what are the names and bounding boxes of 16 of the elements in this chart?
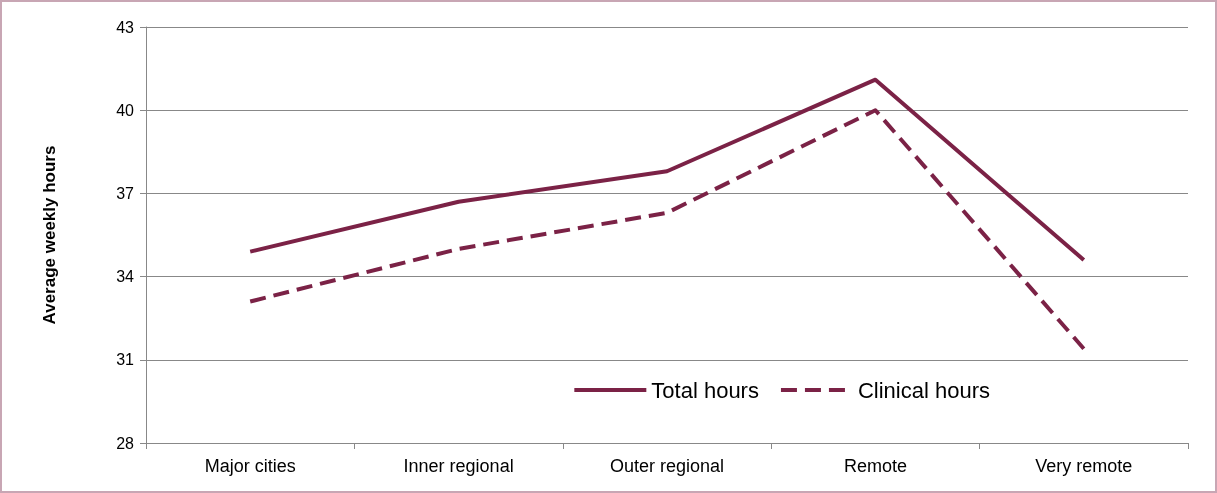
y-axis-title: Average weekly hours xyxy=(40,145,59,325)
y-tick-label: 28 xyxy=(116,434,135,452)
y-tick-label: 34 xyxy=(116,268,135,286)
y-tick-label: 37 xyxy=(116,184,135,202)
y-tick-label: 43 xyxy=(116,18,135,36)
x-tick-label: Inner regional xyxy=(403,456,514,476)
x-tick-label: Remote xyxy=(843,456,907,476)
x-tick-label: Major cities xyxy=(204,456,296,476)
y-tick-label: 40 xyxy=(116,101,135,119)
x-tick-label: Outer regional xyxy=(609,456,725,476)
legend-label: Clinical hours xyxy=(857,377,991,403)
y-tick-label: 31 xyxy=(116,351,135,369)
line-series xyxy=(248,108,1086,351)
legend-label: Total hours xyxy=(651,377,759,403)
x-tick-label: Very remote xyxy=(1035,456,1133,476)
line-series xyxy=(248,77,1086,262)
